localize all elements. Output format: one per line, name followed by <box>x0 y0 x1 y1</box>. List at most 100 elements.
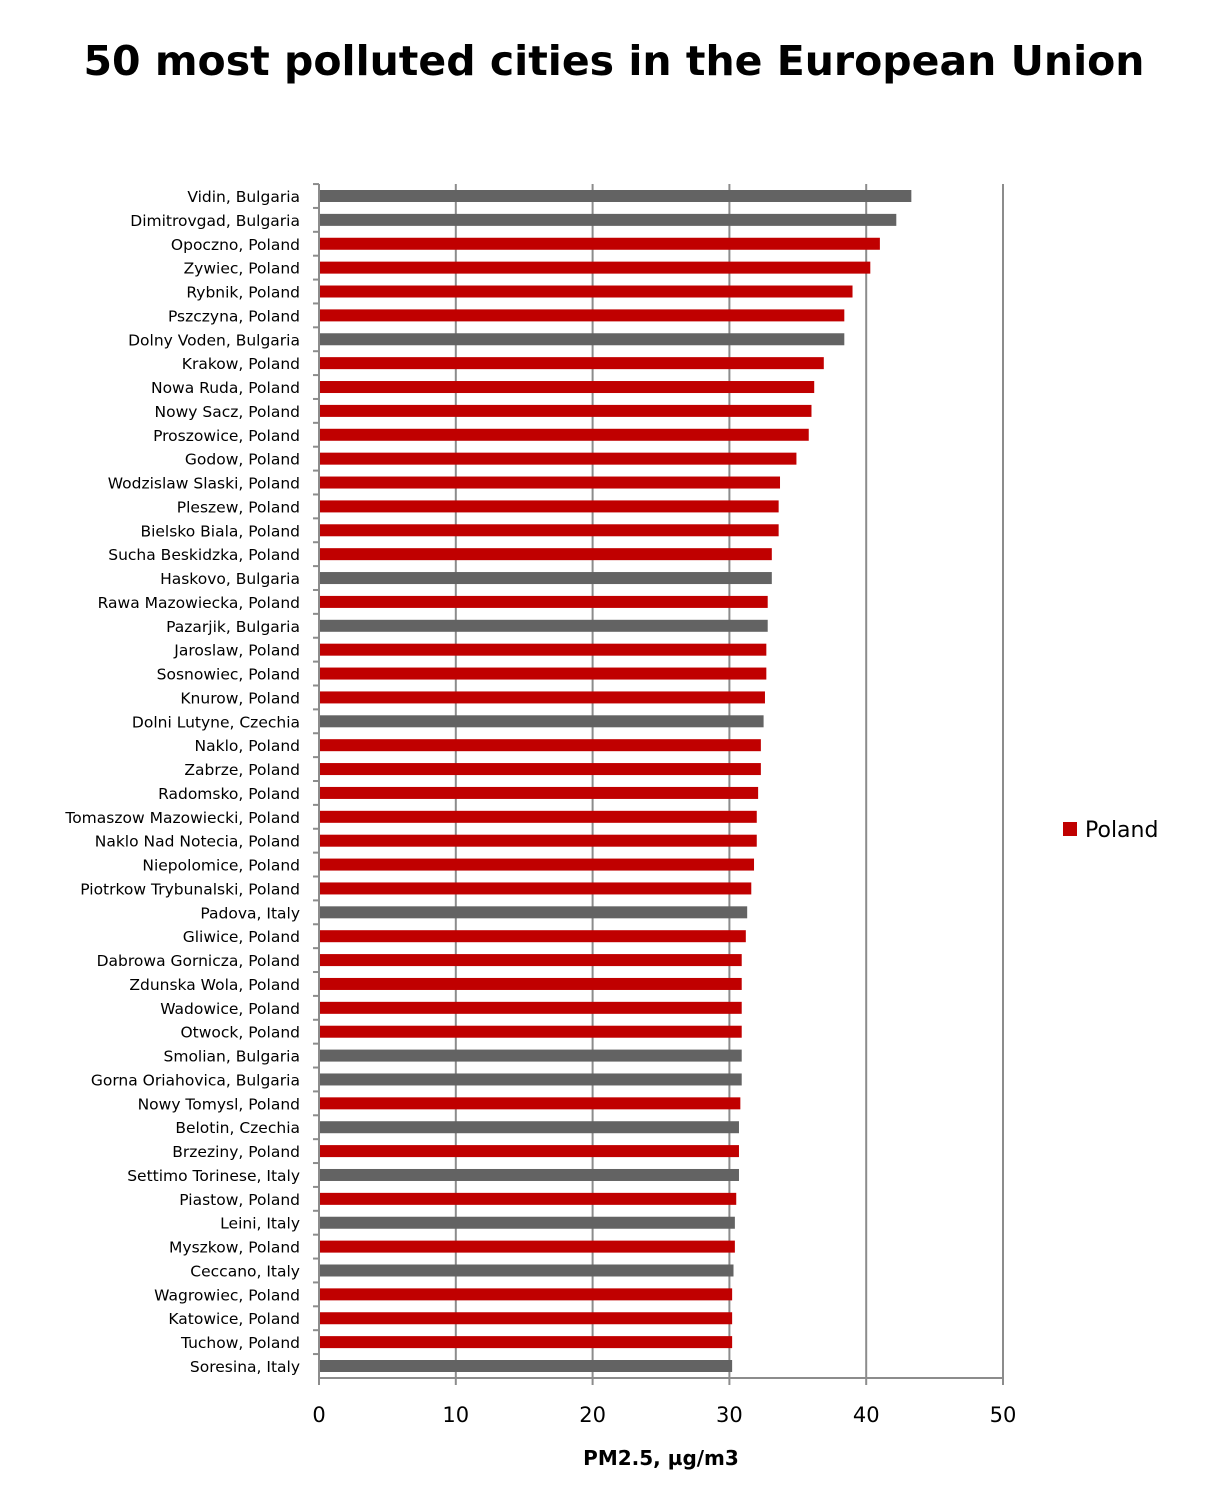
bar <box>319 691 765 704</box>
x-tick-label: 20 <box>579 1403 606 1427</box>
bar <box>319 237 880 250</box>
bar <box>319 810 757 823</box>
category-label: Pszczyna, Poland <box>168 307 300 325</box>
category-label: Dabrowa Gornicza, Poland <box>97 952 300 970</box>
category-label: Tomaszow Mazowiecki, Poland <box>64 809 300 827</box>
category-label: Smolian, Bulgaria <box>164 1048 301 1066</box>
category-label: Katowice, Poland <box>168 1310 300 1328</box>
category-label: Sosnowiec, Poland <box>157 666 300 684</box>
bar <box>319 667 767 680</box>
bar <box>319 906 748 919</box>
bar <box>319 595 768 608</box>
category-label: Krakow, Poland <box>182 355 300 373</box>
x-tick-label: 30 <box>716 1403 743 1427</box>
category-label: Piastow, Poland <box>179 1191 300 1209</box>
bar <box>319 381 815 394</box>
category-label: Knurow, Poland <box>180 689 300 707</box>
bar <box>319 285 853 298</box>
category-label: Niepolomice, Poland <box>142 857 300 875</box>
bar <box>319 882 752 895</box>
category-label: Opoczno, Poland <box>171 236 300 254</box>
bar <box>319 1240 735 1253</box>
category-label: Rawa Mazowiecka, Poland <box>98 594 300 612</box>
bar <box>319 476 781 489</box>
category-label: Dolny Voden, Bulgaria <box>128 331 300 349</box>
category-label: Nowy Tomysl, Poland <box>138 1095 300 1113</box>
category-label: Zabrze, Poland <box>184 761 300 779</box>
bar <box>319 1168 739 1181</box>
category-label: Proszowice, Poland <box>153 427 300 445</box>
bar <box>319 548 772 561</box>
bar <box>319 1360 733 1372</box>
legend-label: Poland <box>1085 818 1158 843</box>
category-label: Radomsko, Poland <box>158 785 300 803</box>
category-label: Gliwice, Poland <box>183 928 300 946</box>
bar <box>319 1216 735 1229</box>
category-label: Belotin, Czechia <box>175 1119 300 1137</box>
bar <box>319 1049 742 1062</box>
x-axis-label: PM2.5, µg/m3 <box>583 1446 739 1470</box>
category-label: Soresina, Italy <box>190 1358 300 1376</box>
bar <box>319 954 742 967</box>
x-tick-label: 40 <box>853 1403 880 1427</box>
category-label: Otwock, Poland <box>180 1024 300 1042</box>
category-label: Godow, Poland <box>185 451 300 469</box>
bar <box>319 1145 739 1158</box>
x-tick-label: 10 <box>442 1403 469 1427</box>
category-label: Haskovo, Bulgaria <box>160 570 300 588</box>
bar <box>319 1121 739 1134</box>
category-label: Brzeziny, Poland <box>172 1143 300 1161</box>
bar <box>319 524 779 537</box>
category-label: Piotrkow Trybunalski, Poland <box>80 880 300 898</box>
category-label: Pleszew, Poland <box>177 498 300 516</box>
bar <box>319 1192 737 1205</box>
chart-title: 50 most polluted cities in the European … <box>83 37 1145 85</box>
bar <box>319 452 797 465</box>
category-label: Gorna Oriahovica, Bulgaria <box>91 1071 300 1089</box>
category-label: Pazarjik, Bulgaria <box>166 618 300 636</box>
bar <box>319 213 897 226</box>
bar <box>319 930 746 943</box>
bar <box>319 1025 742 1038</box>
bar <box>319 261 871 274</box>
bar <box>319 1264 734 1277</box>
category-label: Nowy Sacz, Poland <box>155 403 300 421</box>
legend-swatch <box>1063 822 1077 836</box>
bar <box>319 1073 742 1086</box>
category-label: Wodzislaw Slaski, Poland <box>108 475 300 493</box>
category-label: Wagrowiec, Poland <box>154 1286 300 1304</box>
category-label: Leini, Italy <box>220 1215 300 1233</box>
category-label: Wadowice, Poland <box>160 1000 300 1018</box>
bar <box>319 404 812 417</box>
category-label: Rybnik, Poland <box>186 284 300 302</box>
bar <box>319 357 824 370</box>
category-label: Zdunska Wola, Poland <box>129 976 300 994</box>
category-label: Vidin, Bulgaria <box>187 188 300 206</box>
bar <box>319 786 759 799</box>
category-label: Naklo Nad Notecia, Poland <box>95 833 300 851</box>
x-tick-label: 0 <box>312 1403 325 1427</box>
bar <box>319 1288 733 1301</box>
bar <box>319 309 845 322</box>
bar <box>319 977 742 990</box>
bar <box>319 643 767 656</box>
bar <box>319 763 761 776</box>
category-label: Bielsko Biala, Poland <box>140 522 300 540</box>
category-label: Sucha Beskidzka, Poland <box>108 546 300 564</box>
bar <box>319 428 809 441</box>
bar <box>319 1336 733 1349</box>
bar <box>319 500 779 513</box>
category-label: Myszkow, Poland <box>169 1239 300 1257</box>
bar <box>319 572 772 585</box>
category-label: Zywiec, Poland <box>184 260 300 278</box>
category-label: Padova, Italy <box>200 904 300 922</box>
bar <box>319 333 845 346</box>
category-label: Tuchow, Poland <box>180 1334 300 1352</box>
bar <box>319 1001 742 1014</box>
bar <box>319 739 761 752</box>
bar <box>319 190 912 202</box>
category-label: Naklo, Poland <box>195 737 300 755</box>
category-label: Settimo Torinese, Italy <box>127 1167 300 1185</box>
category-label: Dimitrovgad, Bulgaria <box>130 212 300 230</box>
